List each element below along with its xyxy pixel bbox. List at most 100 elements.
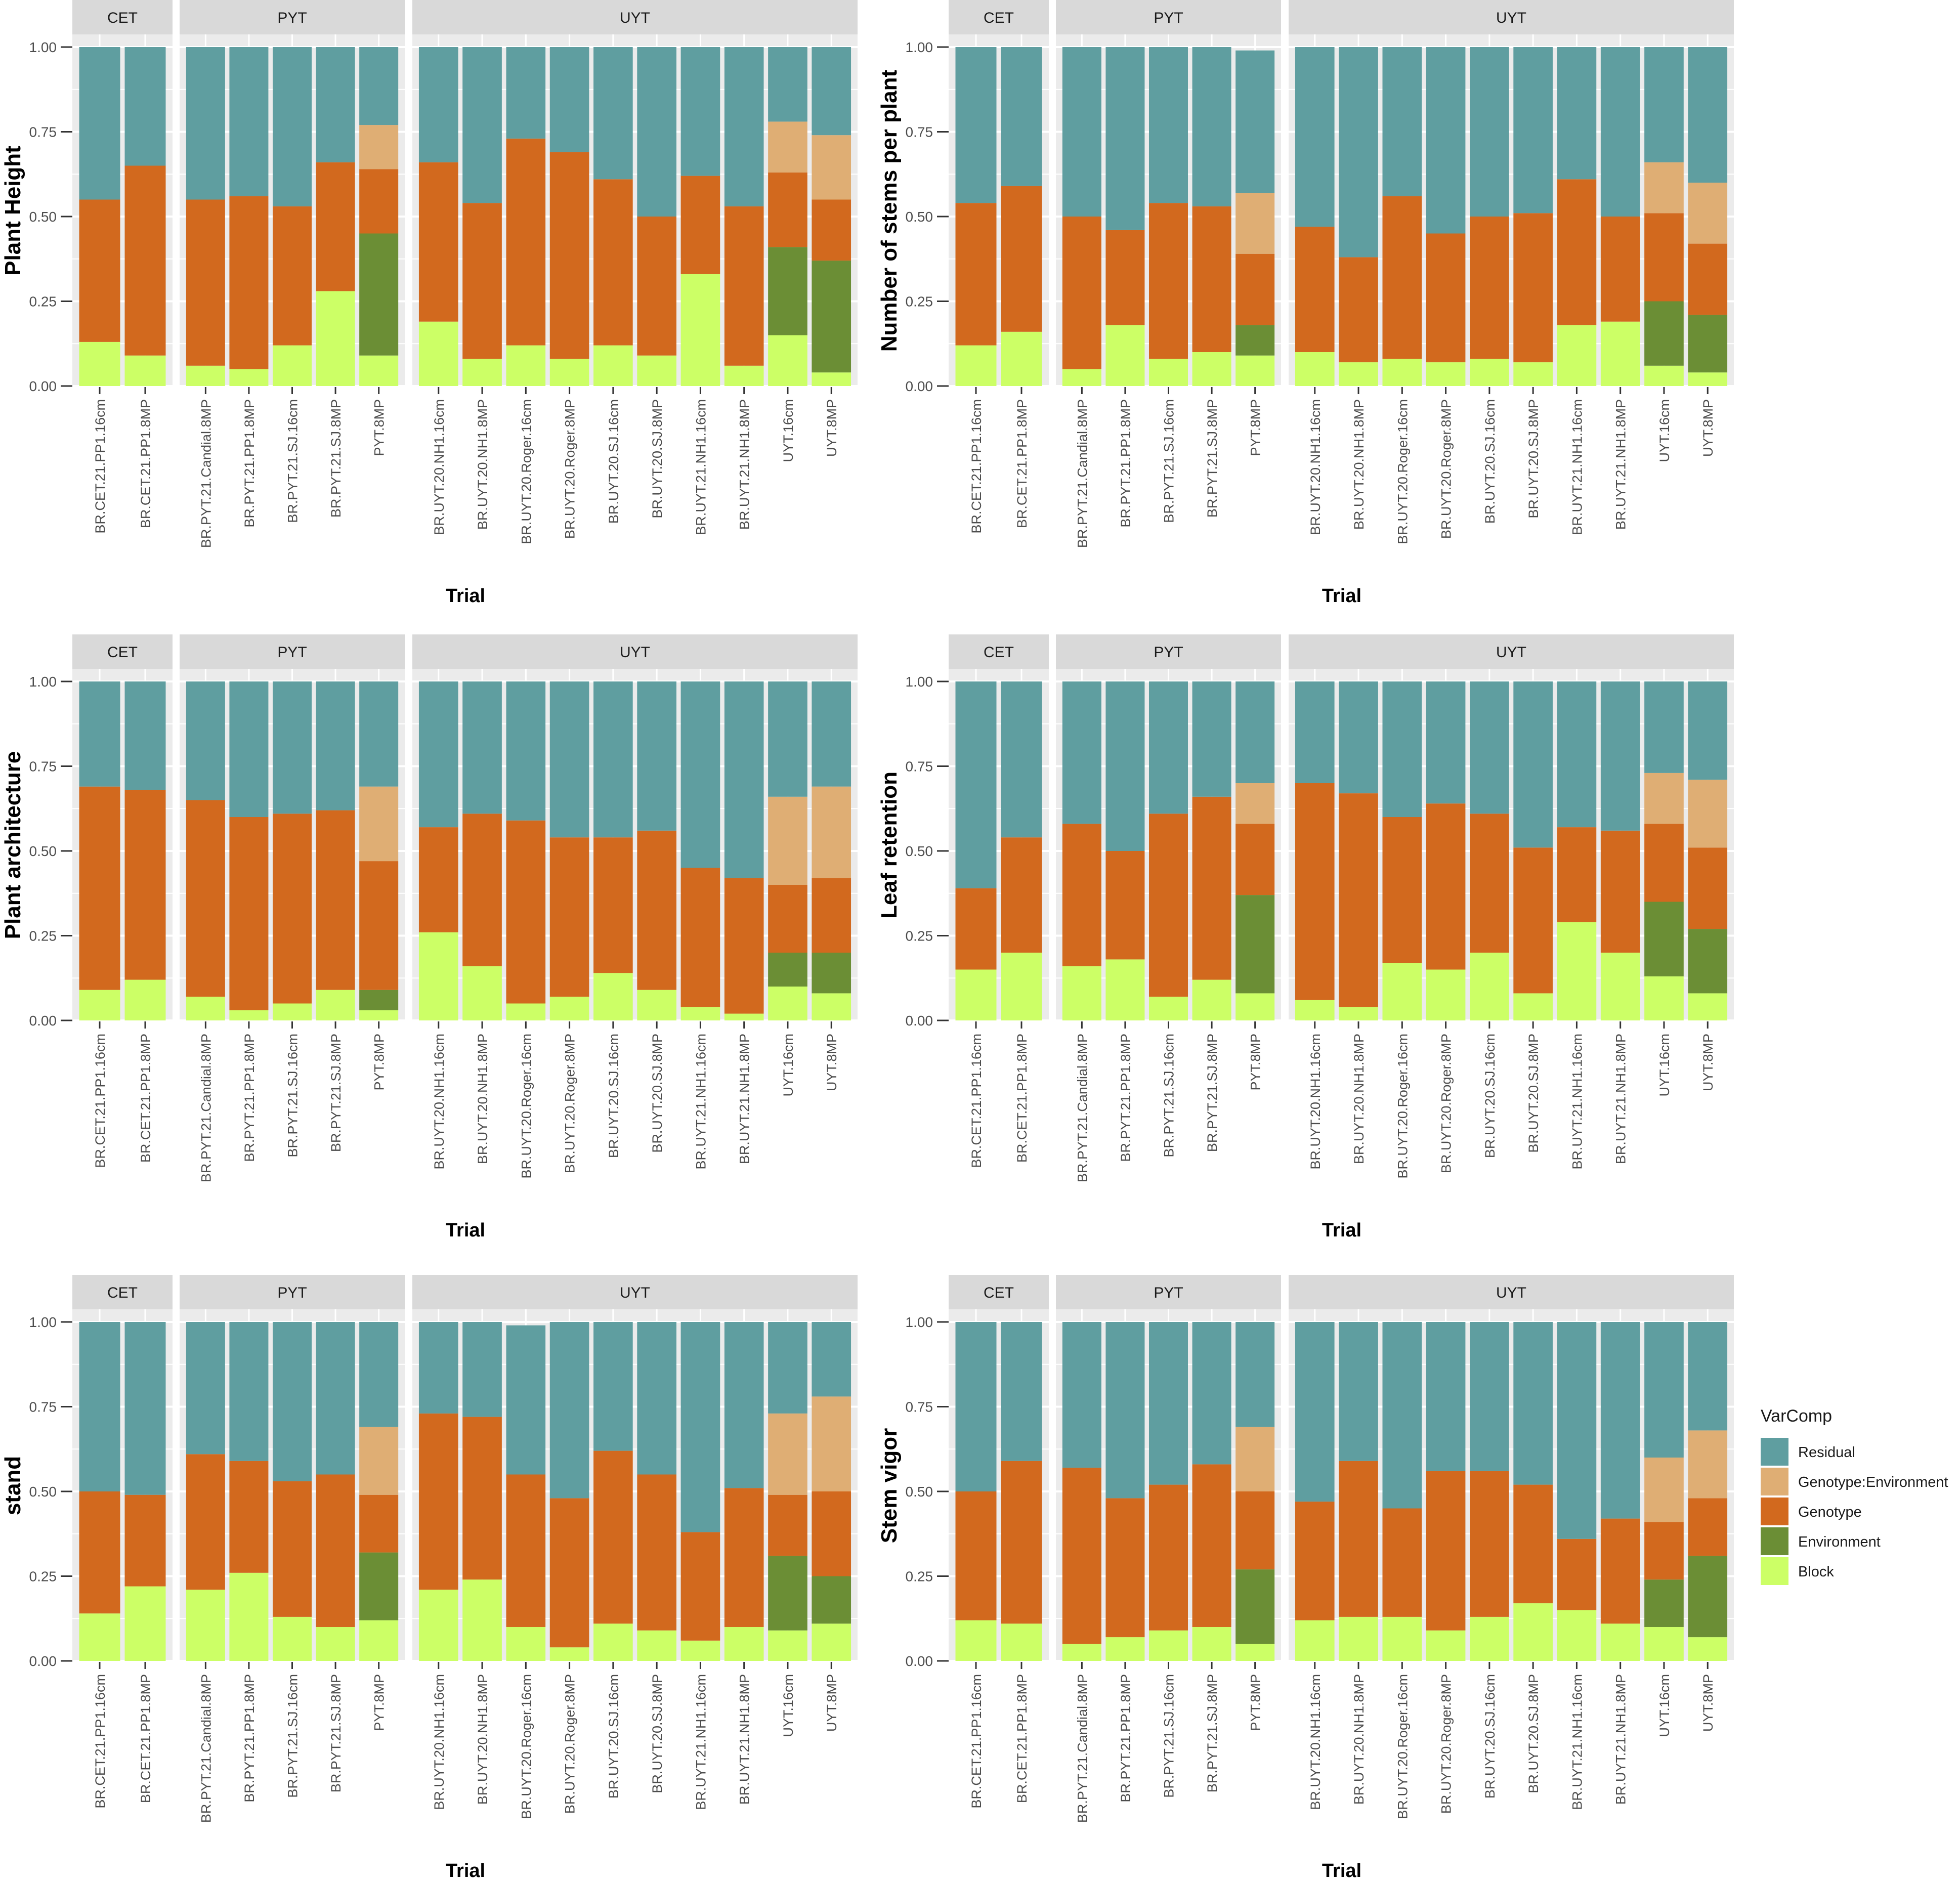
bar-segment-residual: [272, 47, 312, 206]
bar-segment-block: [1148, 997, 1188, 1020]
bar-segment-residual: [1644, 681, 1684, 773]
bar-segment-residual: [593, 47, 633, 180]
x-tick-label: BR.UYT.20.Roger.8MP: [1439, 1034, 1454, 1173]
bar-segment-residual: [593, 681, 633, 838]
y-tick-label: 0.00: [906, 378, 933, 394]
bar-segment-genotype: [1001, 1461, 1042, 1624]
bar-segment-block: [1295, 1000, 1335, 1020]
x-tick-label: BR.UYT.20.NH1.16cm: [1308, 1674, 1323, 1810]
facet-strip-label: CET: [984, 644, 1014, 661]
bar-segment-genotype: [1235, 824, 1275, 895]
x-tick-label: BR.PYT.21.PP1.8MP: [242, 1034, 257, 1162]
bar-segment-genotype: [1513, 213, 1553, 363]
bar-segment-residual: [637, 681, 676, 831]
y-axis-title: stand: [1, 1456, 25, 1515]
bar-segment-genotype: [637, 217, 676, 356]
x-tick-label: BR.UYT.20.NH1.8MP: [1351, 399, 1367, 530]
bar-segment-block: [637, 990, 676, 1020]
bar-segment-residual: [418, 47, 458, 162]
x-tick-label: BR.CET.21.PP1.8MP: [138, 1034, 153, 1163]
bar-segment-block: [1557, 325, 1597, 386]
y-tick-label: 0.00: [29, 1013, 57, 1029]
bar-segment-block: [768, 987, 807, 1020]
bar-segment-genotype: [1470, 814, 1509, 953]
legend-label: Environment: [1798, 1534, 1881, 1550]
bar-segment-genotype-environment: [1235, 193, 1275, 254]
y-tick-label: 0.00: [906, 1653, 933, 1669]
bar-segment-environment: [359, 1552, 399, 1620]
bar-segment-block: [593, 1623, 633, 1661]
bar-segment-residual: [418, 681, 458, 828]
bar-segment-genotype: [418, 1413, 458, 1590]
facet-strip: [949, 634, 1049, 669]
chart-panel-2: Number of stems per plant 0.00 0.25 0.50 0.7…: [877, 0, 1734, 607]
bar-segment-block: [1470, 1616, 1509, 1661]
y-axis-title: Plant architecture: [1, 751, 25, 939]
bar-segment-block: [186, 365, 225, 386]
bar-segment-genotype: [768, 885, 807, 953]
bar-segment-genotype: [79, 1491, 120, 1614]
bar-segment-genotype: [1470, 217, 1509, 359]
bar-segment-genotype: [1557, 827, 1597, 922]
x-tick-label: PYT.8MP: [1248, 1034, 1263, 1091]
bar-segment-block: [680, 1640, 720, 1661]
x-tick-label: BR.UYT.20.NH1.16cm: [432, 1034, 447, 1170]
bar-segment-block: [812, 372, 851, 386]
bar-segment-residual: [1470, 47, 1509, 217]
bar-segment-residual: [1001, 1322, 1042, 1461]
bar-segment-residual: [1600, 47, 1640, 217]
x-tick-label: BR.PYT.21.Candial.8MP: [1075, 1034, 1090, 1182]
bar-segment-block: [316, 1627, 355, 1661]
bar-segment-environment: [1688, 929, 1728, 994]
bar-segment-residual: [1644, 1322, 1684, 1458]
bar-segment-residual: [1513, 47, 1553, 213]
bar-segment-genotype: [955, 1491, 997, 1620]
x-tick-label: BR.UYT.21.NH1.8MP: [1613, 399, 1629, 530]
x-tick-label: BR.UYT.20.Roger.8MP: [563, 1674, 578, 1814]
x-tick-label: BR.PYT.21.PP1.8MP: [1118, 1034, 1133, 1162]
bar-segment-block: [955, 969, 997, 1020]
bar-segment-block: [359, 1620, 399, 1661]
x-tick-label: BR.UYT.20.NH1.8MP: [475, 399, 490, 530]
x-tick-label: BR.UYT.21.NH1.16cm: [693, 399, 708, 535]
bar-segment-block: [680, 1007, 720, 1020]
bar-segment-genotype: [359, 1494, 399, 1553]
x-tick-label: BR.UYT.21.NH1.16cm: [1569, 1034, 1585, 1170]
bar-segment-block: [79, 990, 120, 1020]
bar-segment-block: [680, 274, 720, 386]
bar-segment-residual: [418, 1322, 458, 1414]
facet-strip-label: PYT: [277, 644, 307, 661]
bar-segment-environment: [1235, 325, 1275, 356]
x-tick-label: BR.UYT.20.NH1.8MP: [475, 1674, 490, 1805]
bar-segment-genotype-environment: [359, 1427, 399, 1495]
bar-segment-genotype: [1644, 213, 1684, 302]
y-axis-title: Leaf retention: [877, 772, 902, 919]
bar-segment-block: [593, 345, 633, 386]
bar-segment-genotype: [1688, 1498, 1728, 1556]
bar-segment-residual: [1688, 47, 1728, 183]
x-tick-label: BR.UYT.20.SJ.16cm: [606, 1674, 621, 1799]
x-tick-label: BR.CET.21.PP1.16cm: [969, 399, 984, 534]
y-tick-label: 1.00: [29, 674, 57, 690]
x-tick-label: PYT.8MP: [1248, 1674, 1263, 1731]
bar-segment-block: [1105, 325, 1145, 386]
y-tick-label: 0.75: [906, 1399, 933, 1415]
bar-segment-genotype: [1513, 847, 1553, 994]
y-tick-label: 1.00: [29, 1314, 57, 1330]
legend: VarComp Residual Genotype:Environment Genot…: [1761, 1406, 1948, 1585]
legend-label: Block: [1798, 1564, 1834, 1580]
bar-segment-residual: [462, 47, 502, 203]
x-tick-label: BR.UYT.20.Roger.16cm: [519, 1034, 534, 1179]
bar-segment-genotype-environment: [812, 1396, 851, 1491]
y-tick-label: 0.50: [29, 209, 57, 225]
bar-segment-residual: [1148, 1322, 1188, 1485]
x-tick-label: BR.PYT.21.SJ.16cm: [1162, 1034, 1177, 1158]
bar-segment-genotype: [1062, 217, 1101, 369]
x-tick-label: PYT.8MP: [372, 1674, 387, 1731]
chart-panel-5: stand 0.00 0.25 0.50 0.75 1.00 CET BR.CET.21.PP…: [1, 1275, 858, 1881]
bar-segment-block: [1339, 362, 1378, 386]
bar-segment-genotype: [724, 878, 764, 1014]
facet-strip-label: UYT: [1496, 10, 1526, 26]
x-tick-label: BR.UYT.21.NH1.16cm: [693, 1674, 708, 1810]
legend-swatch: [1761, 1438, 1788, 1466]
